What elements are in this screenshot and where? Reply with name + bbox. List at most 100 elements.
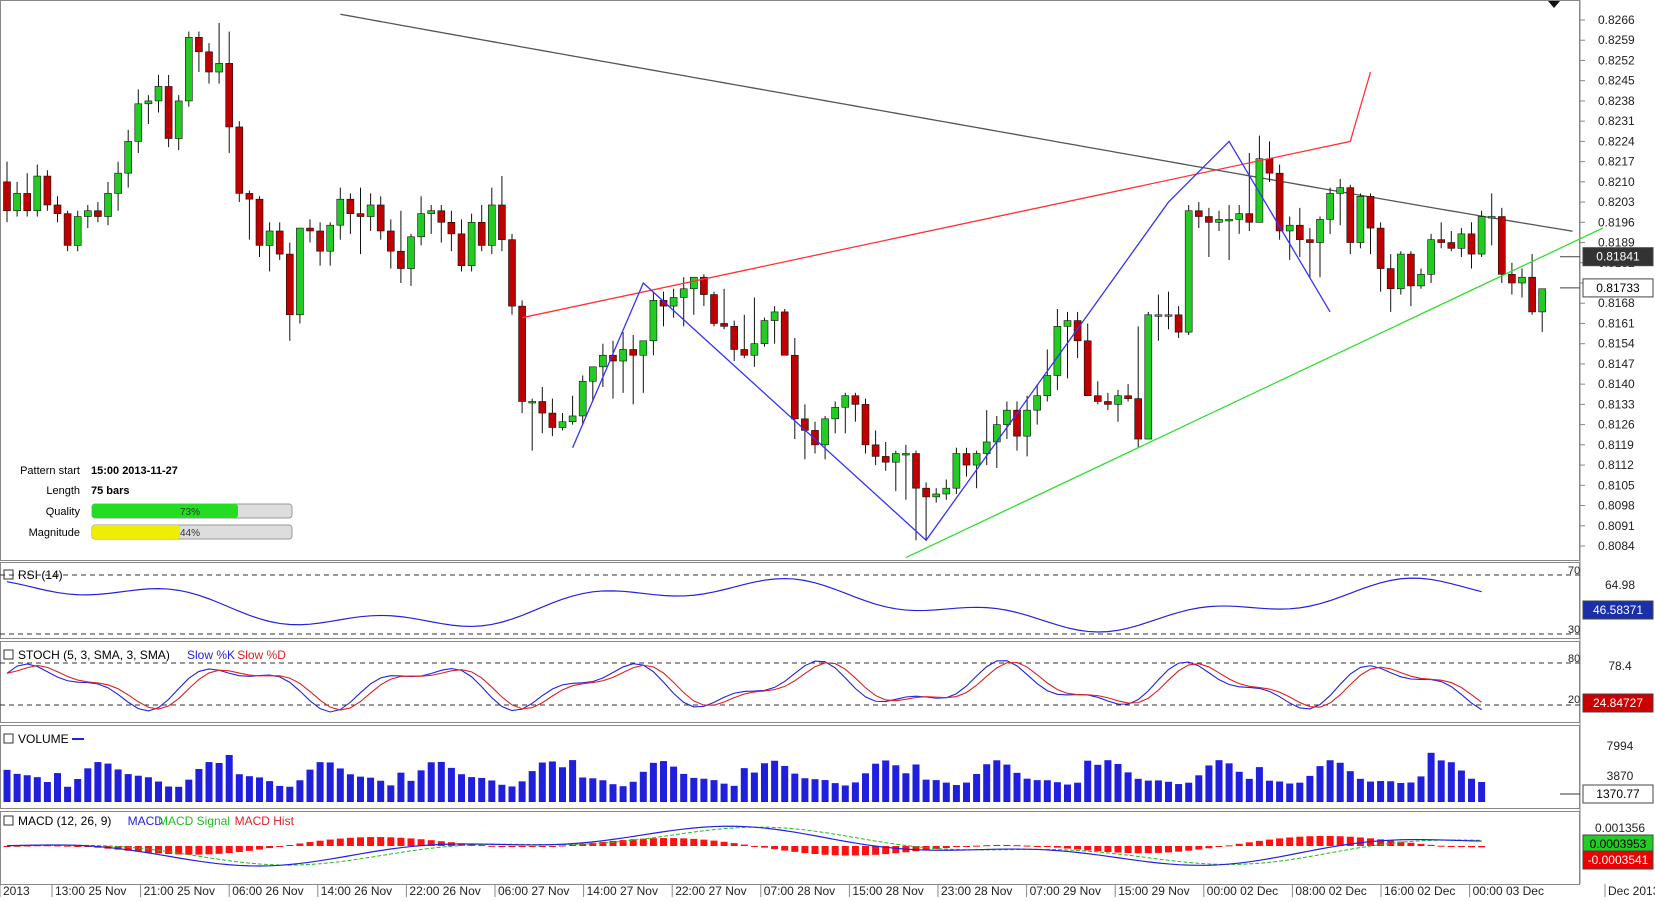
candle-body <box>407 236 415 269</box>
volume-bar <box>1124 772 1132 802</box>
candle-body <box>397 250 405 269</box>
candle-body <box>1467 233 1476 255</box>
macd-hist-bar <box>538 846 546 847</box>
volume-bar <box>387 785 395 802</box>
macd-hist-bar <box>1215 846 1223 847</box>
macd-hist-bar <box>1437 845 1445 847</box>
volume-bar <box>649 762 657 802</box>
candle-body <box>740 349 749 356</box>
rsi-level-30-label: 30 <box>1568 624 1580 636</box>
volume-bar <box>175 786 183 802</box>
candle-body <box>235 126 244 194</box>
candle-body <box>1386 268 1395 290</box>
volume-bar <box>94 762 102 802</box>
volume-bar <box>730 785 738 802</box>
candle-body <box>53 204 62 214</box>
rsi-line <box>6 577 1482 633</box>
macd-hist-bar <box>1407 842 1415 846</box>
candle-body <box>700 276 708 295</box>
candle-body <box>255 198 264 246</box>
candle-body <box>477 222 486 246</box>
macd-hist-bar <box>791 846 799 852</box>
macd-hist-bar <box>619 840 627 846</box>
volume-bar <box>518 781 526 802</box>
volume-bar <box>872 763 880 802</box>
panel-frame <box>0 562 1580 639</box>
candle-body <box>790 354 799 420</box>
price-tick-label: 0.8189 <box>1598 236 1635 250</box>
volume-bar <box>144 777 152 802</box>
time-tick-label: 06:00 27 Nov <box>498 884 569 897</box>
price-tick-label: 0.8126 <box>1598 418 1635 432</box>
time-tick-label: 00:00 03 Dec <box>1473 884 1544 897</box>
time-tick-label: 22:00 27 Nov <box>675 884 746 897</box>
candle-body <box>508 239 516 307</box>
time-tick-label: 13:00 25 Nov <box>55 884 126 897</box>
volume-bar <box>973 774 981 802</box>
candle-body <box>1407 253 1415 287</box>
volume-bar <box>1134 778 1142 802</box>
volume-bar <box>407 780 415 802</box>
macd-hist-bar <box>518 846 526 847</box>
macd-hist-bar <box>629 839 637 846</box>
macd-hist-bar <box>155 846 162 854</box>
candle-body <box>1457 233 1466 249</box>
volume-bar <box>104 763 112 802</box>
macd-hist-bar <box>1134 846 1142 854</box>
volume-bar <box>114 769 122 802</box>
macd-hist-bar <box>993 844 1001 846</box>
volume-bar <box>538 762 546 802</box>
volume-bar <box>447 767 455 802</box>
macd-hist-bar <box>1336 836 1344 846</box>
volume-bar <box>811 779 819 802</box>
candle-body <box>1528 276 1536 313</box>
volume-bar <box>245 776 253 802</box>
candle-body <box>366 204 375 217</box>
volume-bar <box>1356 778 1364 802</box>
volume-axis-low: 3870 <box>1607 769 1634 783</box>
ma-price-tag-text: 0.81841 <box>1596 250 1640 264</box>
candle-body <box>1296 224 1304 240</box>
macd-hist-bar <box>387 837 395 846</box>
candle-body <box>174 100 183 139</box>
candle-body <box>1184 210 1193 333</box>
candle-body <box>437 210 446 223</box>
volume-bar <box>1316 766 1324 802</box>
volume-bar <box>781 765 789 802</box>
volume-bar <box>336 768 344 802</box>
volume-bar <box>1104 760 1112 802</box>
price-tick-label: 0.8266 <box>1598 13 1635 27</box>
candle-body <box>619 349 627 362</box>
rsi-level-70-label: 70 <box>1568 565 1580 577</box>
volume-bar <box>1094 764 1102 802</box>
candle-body <box>487 204 496 246</box>
volume-bar <box>1003 764 1011 802</box>
volume-bar <box>932 780 940 802</box>
candle-body <box>1275 172 1284 232</box>
stoch-current-tag-text: 24.84727 <box>1593 696 1643 710</box>
volume-bar <box>1074 782 1082 802</box>
price-tick-label: 0.8084 <box>1598 539 1635 553</box>
volume-bar <box>1225 763 1233 802</box>
volume-bar <box>1377 781 1385 802</box>
candle-body <box>1346 187 1355 243</box>
macd-hist-bar <box>740 844 748 846</box>
candle-body <box>498 204 506 240</box>
stoch-current-tag-box <box>1582 693 1654 713</box>
candle-body <box>1144 314 1153 440</box>
candle-body <box>285 253 294 316</box>
macd-hist-bar <box>1447 846 1455 847</box>
support-line <box>905 227 1604 559</box>
panel-frame <box>0 0 1580 561</box>
volume-bar <box>225 754 233 802</box>
volume-bar <box>761 763 768 802</box>
candle-body <box>1063 320 1072 327</box>
candle-body <box>1306 239 1314 243</box>
rsi-current-tag-box <box>1582 600 1654 620</box>
macd-hist-bar <box>1043 846 1051 847</box>
macd-hist-bar <box>841 846 849 856</box>
price-tick-label: 0.8210 <box>1598 175 1635 189</box>
candle-body <box>1023 409 1031 437</box>
macd-hist-bar <box>1013 845 1021 847</box>
